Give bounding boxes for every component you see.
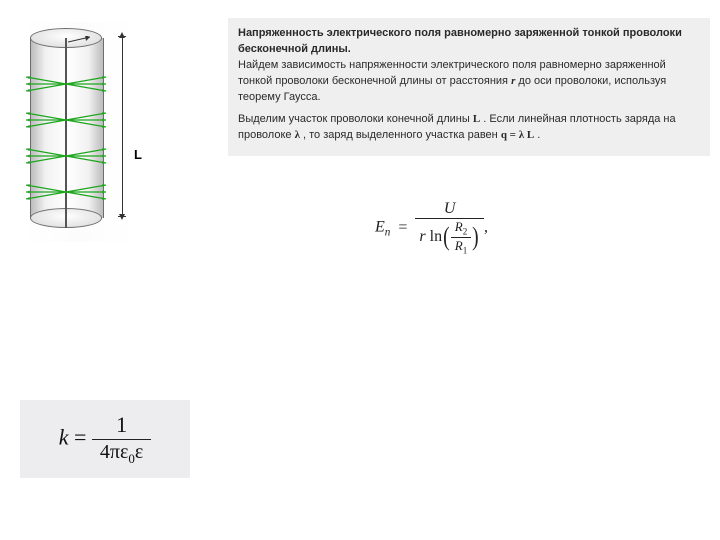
- fmE-fraction: U r ln( R2 R1 ): [415, 200, 484, 255]
- fmE-R1: R: [455, 238, 463, 253]
- field-arrow-row: [18, 110, 114, 128]
- cylinder: [30, 28, 102, 228]
- radius-arrow-icon: [68, 36, 98, 50]
- field-arrow-row: [18, 146, 114, 164]
- fmk-frac: 1 4πε0ε: [92, 411, 151, 468]
- description-block: Напряженность электрического поля равном…: [228, 18, 710, 156]
- cylinder-diagram: L: [22, 22, 134, 242]
- fmk-eps2: ε: [135, 441, 143, 463]
- fmE-R2s: 2: [463, 227, 468, 237]
- length-label: L: [134, 147, 142, 162]
- p2c: , то заряд выделенного участка равен: [303, 129, 501, 141]
- eq-q: q = λ L: [501, 129, 534, 141]
- fmk-k: k: [59, 424, 69, 449]
- fmE-innerfrac: R2 R1: [451, 219, 472, 255]
- lparen-icon: (: [443, 224, 450, 250]
- fmE-ln: ln: [426, 228, 442, 245]
- page: L Напряженность электрического поля равн…: [0, 0, 720, 540]
- p2a: Выделим участок проволоки конечной длины: [238, 113, 473, 125]
- var-L: L: [473, 113, 480, 125]
- fmE-tail: ,: [484, 218, 488, 235]
- var-lambda: λ: [295, 129, 300, 141]
- fmE-R1s: 1: [463, 245, 468, 255]
- field-arrow-icon: [18, 182, 114, 202]
- formula-k-box: k = 1 4πε0ε: [20, 400, 190, 478]
- fmk-4pi: 4π: [100, 441, 120, 463]
- fmE-sub: n: [385, 226, 391, 238]
- fmE-R2: R: [455, 219, 463, 234]
- fmE-U: U: [444, 200, 456, 217]
- title: Напряженность электрического поля равном…: [238, 27, 682, 55]
- field-arrow-icon: [18, 74, 114, 94]
- fmE-eq: =: [398, 219, 407, 237]
- length-dimension: [114, 32, 132, 220]
- var-r: r: [511, 75, 515, 87]
- rparen-icon: ): [472, 224, 479, 250]
- field-arrow-icon: [18, 146, 114, 166]
- field-arrow-icon: [18, 110, 114, 130]
- formula-field-strength: En = U r ln( R2 R1 ) ,: [375, 200, 488, 255]
- fmE-E: E: [375, 218, 385, 235]
- formula-k: k = 1 4πε0ε: [59, 411, 152, 468]
- fmk-eq: =: [68, 424, 91, 449]
- field-arrow-row: [18, 74, 114, 92]
- fmk-num: 1: [92, 411, 151, 439]
- field-arrow-row: [18, 182, 114, 200]
- p2d: .: [537, 129, 540, 141]
